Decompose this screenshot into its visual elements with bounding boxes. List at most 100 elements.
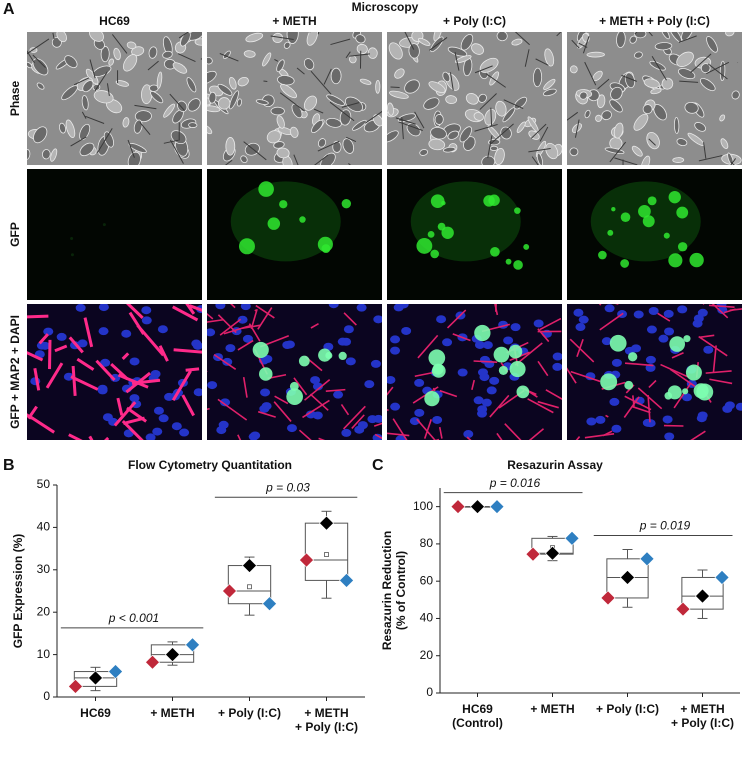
map2: [27, 405, 38, 420]
data-point: [525, 546, 541, 562]
nucleus: [98, 304, 109, 312]
cell: [417, 37, 431, 46]
cell: [489, 145, 499, 151]
neurite: [310, 70, 332, 95]
nucleus: [595, 415, 606, 424]
neurite: [263, 80, 268, 82]
data-point: [714, 570, 730, 585]
neurite: [243, 141, 267, 161]
map2: [537, 328, 550, 343]
data-point: [489, 499, 505, 515]
cell: [609, 99, 623, 113]
cell: [629, 35, 637, 44]
y-tick-label: 20: [37, 604, 51, 618]
micrograph-content: [27, 304, 202, 440]
cell: [447, 130, 460, 140]
map2: [293, 377, 308, 396]
map2: [28, 414, 56, 434]
gfp-cell: [441, 226, 454, 239]
cell: [579, 91, 588, 100]
cell: [494, 147, 505, 165]
cell: [447, 46, 468, 57]
micrograph-content: [207, 304, 382, 440]
map2: [121, 419, 144, 440]
map2: [471, 379, 476, 390]
map2: [631, 405, 651, 414]
p-value: p < 0.001: [108, 611, 159, 625]
neurite: [531, 156, 539, 165]
map2: [673, 383, 691, 409]
map2: [392, 418, 408, 440]
cell: [727, 152, 734, 165]
cell: [434, 114, 444, 125]
gfp-bg: [27, 169, 202, 300]
cell: [186, 77, 197, 93]
gfp-cell: [498, 365, 508, 375]
map2: [181, 394, 195, 417]
x-tick-label: + METH + Poly (I:C): [671, 702, 734, 730]
nucleus: [436, 315, 447, 324]
cell: [394, 68, 405, 79]
nucleus: [611, 424, 622, 433]
neurite: [651, 55, 667, 81]
y-tick-label: 0: [426, 685, 433, 699]
panel-label: B: [3, 457, 15, 474]
gfp-cell: [286, 388, 303, 405]
cell: [487, 125, 501, 140]
neurite: [401, 116, 404, 140]
map2: [340, 403, 350, 416]
neurite: [582, 36, 590, 54]
panel-label: A: [3, 1, 15, 18]
nucleus: [482, 341, 493, 350]
cell: [325, 117, 342, 128]
cell: [217, 97, 231, 110]
cell: [428, 138, 446, 151]
gfp-cell: [338, 351, 347, 361]
nucleus: [658, 334, 669, 343]
map2: [136, 324, 165, 357]
map2: [466, 436, 472, 440]
map2: [712, 345, 717, 373]
cell: [634, 32, 647, 39]
map2: [223, 324, 251, 335]
cell: [320, 152, 336, 165]
micrograph: [387, 304, 562, 440]
nucleus: [343, 325, 354, 334]
neurite: [139, 122, 151, 135]
nucleus: [145, 433, 156, 440]
p-value: p = 0.016: [489, 476, 541, 490]
map2: [599, 312, 624, 331]
data-point: [68, 678, 83, 694]
cell: [355, 34, 366, 44]
cell: [684, 101, 699, 114]
data-point: [185, 637, 200, 653]
data-point: [242, 558, 257, 573]
column-header: + Poly (I:C): [443, 14, 506, 28]
neurite: [81, 111, 87, 119]
cell: [633, 113, 649, 131]
x-tick-label: + Poly (I:C): [218, 706, 281, 720]
map2: [309, 393, 329, 411]
cell: [624, 72, 636, 89]
cell: [720, 138, 729, 149]
map2: [237, 339, 254, 351]
cell: [127, 151, 141, 165]
neurite: [556, 32, 562, 37]
neurite: [341, 102, 360, 108]
map2: [416, 418, 436, 440]
cell: [516, 121, 526, 133]
nucleus: [432, 415, 443, 424]
gfp-cell: [647, 196, 657, 206]
gfp-cell: [102, 223, 106, 227]
micrograph: [27, 304, 202, 440]
neurite: [346, 136, 357, 143]
map2: [255, 304, 275, 319]
cell: [326, 94, 345, 106]
cell: [543, 78, 556, 91]
neurite: [730, 161, 735, 165]
nucleus: [237, 315, 248, 324]
nucleus: [645, 355, 656, 364]
panel-label: C: [372, 457, 384, 474]
data-point: [222, 583, 237, 599]
cell: [423, 97, 440, 110]
